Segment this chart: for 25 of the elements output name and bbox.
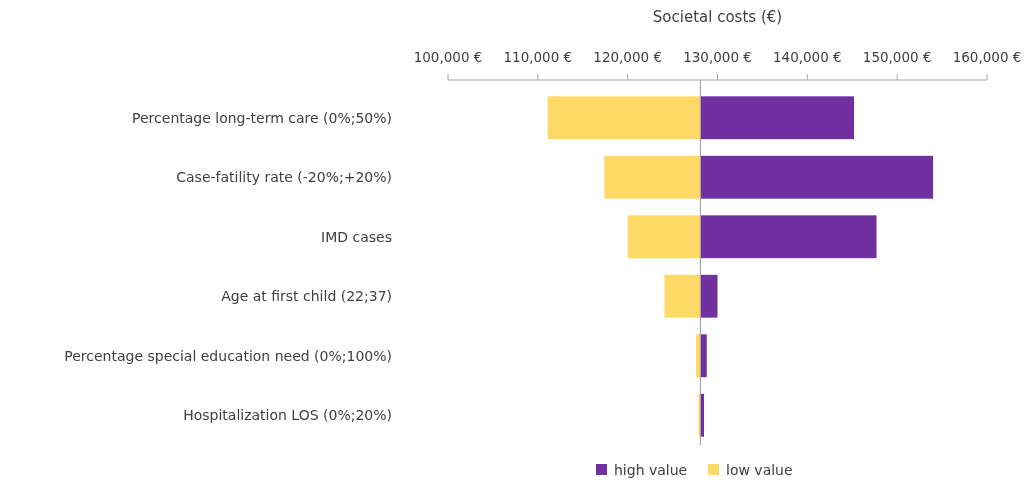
- x-tick-label: 140,000 €: [772, 49, 842, 65]
- y-tick-label: Case-fatility rate (-20%;+20%): [176, 169, 392, 186]
- x-tick-label: 160,000 €: [952, 49, 1022, 65]
- x-tick-label: 150,000 €: [862, 49, 932, 65]
- bar: [700, 215, 877, 259]
- x-tick-label: 100,000 €: [413, 49, 483, 65]
- x-tick-label: 130,000 €: [683, 49, 752, 65]
- bar: [547, 96, 701, 140]
- y-tick-label: Percentage long-term care (0%;50%): [132, 109, 392, 126]
- bar: [604, 155, 701, 199]
- x-axis-title: Societal costs (€): [652, 8, 783, 26]
- bar: [700, 96, 855, 140]
- x-tick-label: 120,000 €: [593, 49, 663, 65]
- bar: [627, 215, 701, 259]
- y-tick-label: IMD cases: [321, 228, 392, 245]
- y-tick-label: Age at first child (22;37): [221, 288, 392, 305]
- bar: [700, 155, 934, 199]
- bar: [664, 274, 701, 318]
- x-tick-label: 110,000 €: [503, 49, 573, 65]
- legend-label: low value: [726, 461, 793, 478]
- bar: [700, 274, 718, 318]
- bar: [695, 334, 701, 378]
- legend-label: high value: [614, 461, 688, 478]
- y-tick-label: Percentage special education need (0%;100%): [64, 347, 392, 364]
- y-tick-label: Hospitalization LOS (0%;20%): [183, 407, 392, 424]
